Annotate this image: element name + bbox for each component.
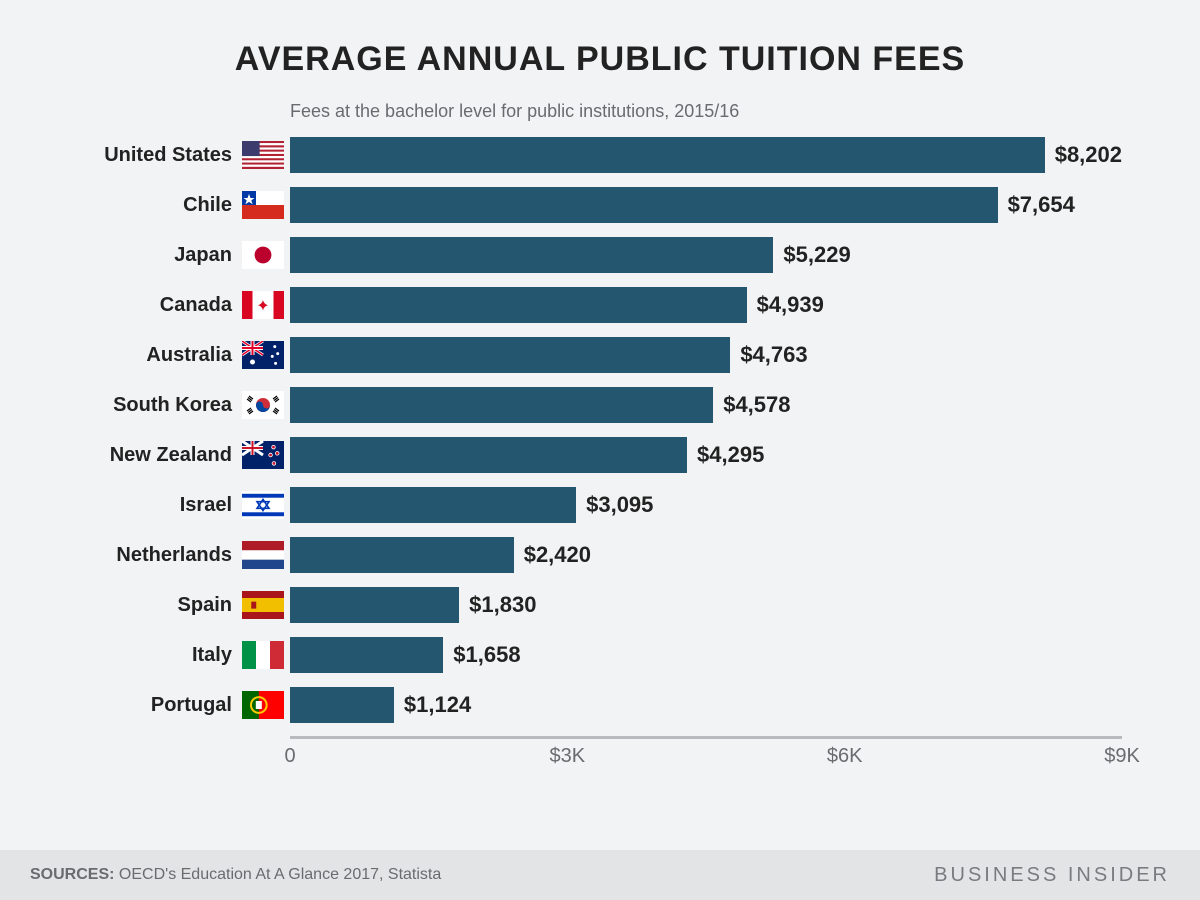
bar-track: $4,939: [290, 287, 1122, 323]
bar-value: $4,939: [757, 292, 824, 318]
jp-flag-icon: [242, 241, 284, 269]
country-label: South Korea: [60, 394, 242, 417]
country-label: New Zealand: [60, 444, 242, 467]
bar-value: $3,095: [586, 492, 653, 518]
x-axis-tick: 0: [284, 745, 295, 768]
footer-bar: SOURCES: OECD's Education At A Glance 20…: [0, 850, 1200, 900]
bar: [290, 137, 1045, 173]
bar-row: Portugal $1,124: [60, 680, 1140, 730]
country-label: Australia: [60, 344, 242, 367]
bar-value: $1,658: [453, 642, 520, 668]
bar-value: $2,420: [524, 542, 591, 568]
bar-track: $4,763: [290, 337, 1122, 373]
bar-value: $4,295: [697, 442, 764, 468]
bar-track: $7,654: [290, 187, 1122, 223]
ca-flag-icon: ✦: [242, 291, 284, 319]
bar-track: $1,658: [290, 637, 1122, 673]
bar-track: $3,095: [290, 487, 1122, 523]
country-label: Canada: [60, 294, 242, 317]
x-axis-tick: $6K: [827, 745, 863, 768]
brand-logo: BUSINESS INSIDER: [934, 864, 1170, 887]
bar-row: Israel $3,095: [60, 480, 1140, 530]
bar-value: $1,830: [469, 592, 536, 618]
bar: [290, 337, 730, 373]
country-label: Japan: [60, 244, 242, 267]
bar: [290, 537, 514, 573]
cl-flag-icon: [242, 191, 284, 219]
bar: [290, 637, 443, 673]
bar-row: Canada ✦ $4,939: [60, 280, 1140, 330]
country-label: Netherlands: [60, 544, 242, 567]
bar-value: $5,229: [783, 242, 850, 268]
bar-row: Italy $1,658: [60, 630, 1140, 680]
x-axis-tick: $3K: [550, 745, 586, 768]
bar-value: $4,578: [723, 392, 790, 418]
bar-row: New Zealand $4,295: [60, 430, 1140, 480]
nl-flag-icon: [242, 541, 284, 569]
bar-value: $8,202: [1055, 142, 1122, 168]
bar-value: $4,763: [740, 342, 807, 368]
bar: [290, 687, 394, 723]
il-flag-icon: [242, 491, 284, 519]
country-label: Chile: [60, 194, 242, 217]
country-label: United States: [60, 144, 242, 167]
svg-text:✦: ✦: [256, 298, 269, 315]
kr-flag-icon: [242, 391, 284, 419]
bar: [290, 587, 459, 623]
sources: SOURCES: OECD's Education At A Glance 20…: [30, 866, 441, 884]
chart-plot-area: Fees at the bachelor level for public in…: [60, 101, 1140, 730]
country-label: Italy: [60, 644, 242, 667]
es-flag-icon: [242, 591, 284, 619]
bar-track: $1,124: [290, 687, 1122, 723]
sources-text: OECD's Education At A Glance 2017, Stati…: [119, 866, 441, 883]
x-axis: 0$3K$6K$9K: [290, 736, 1122, 776]
country-label: Israel: [60, 494, 242, 517]
nz-flag-icon: [242, 441, 284, 469]
bar-row: Japan $5,229: [60, 230, 1140, 280]
bar-track: $8,202: [290, 137, 1122, 173]
bar-row: Spain $1,830: [60, 580, 1140, 630]
bar: [290, 387, 713, 423]
au-flag-icon: [242, 341, 284, 369]
x-axis-tick: $9K: [1104, 745, 1140, 768]
bar: [290, 487, 576, 523]
country-label: Spain: [60, 594, 242, 617]
chart-title: AVERAGE ANNUAL PUBLIC TUITION FEES: [60, 40, 1140, 79]
it-flag-icon: [242, 641, 284, 669]
bar: [290, 187, 998, 223]
bar: [290, 437, 687, 473]
country-label: Portugal: [60, 694, 242, 717]
bar-track: $4,295: [290, 437, 1122, 473]
bar-track: $5,229: [290, 237, 1122, 273]
chart-container: AVERAGE ANNUAL PUBLIC TUITION FEES Fees …: [0, 0, 1200, 900]
bar-row: Netherlands $2,420: [60, 530, 1140, 580]
pt-flag-icon: [242, 691, 284, 719]
bar: [290, 237, 773, 273]
bar-track: $2,420: [290, 537, 1122, 573]
bar-row: Australia $4,763: [60, 330, 1140, 380]
bar-value: $7,654: [1008, 192, 1075, 218]
sources-label: SOURCES:: [30, 866, 114, 883]
bar-row: South Korea $4,578: [60, 380, 1140, 430]
bar-row: United States $8,202: [60, 130, 1140, 180]
bar-row: Chile $7,654: [60, 180, 1140, 230]
bar-track: $1,830: [290, 587, 1122, 623]
chart-subtitle: Fees at the bachelor level for public in…: [290, 101, 1140, 122]
us-flag-icon: [242, 141, 284, 169]
bar-value: $1,124: [404, 692, 471, 718]
bar: [290, 287, 747, 323]
bar-track: $4,578: [290, 387, 1122, 423]
